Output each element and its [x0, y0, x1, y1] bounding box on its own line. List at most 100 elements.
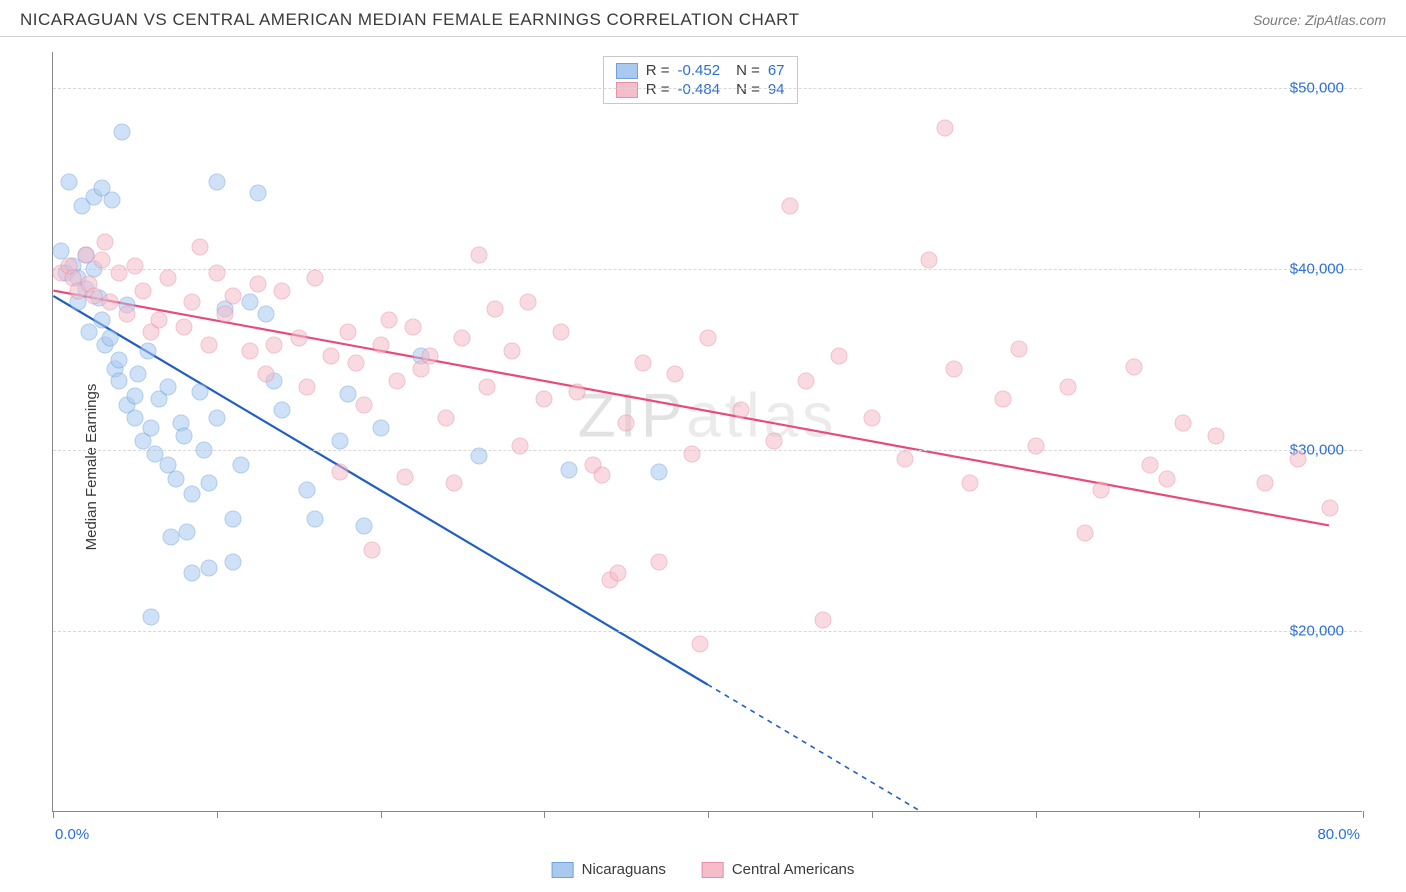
series-legend: Nicaraguans Central Americans [552, 861, 855, 878]
data-point-nicaraguans [233, 456, 250, 473]
swatch-central-americans [616, 82, 638, 98]
data-point-central-americans [298, 378, 315, 395]
data-point-nicaraguans [200, 559, 217, 576]
data-point-nicaraguans [162, 528, 179, 545]
data-point-central-americans [1093, 481, 1110, 498]
data-point-central-americans [667, 366, 684, 383]
data-point-central-americans [1322, 500, 1339, 517]
data-point-central-americans [962, 474, 979, 491]
legend-row-nicaraguans: R = -0.452 N = 67 [616, 61, 785, 80]
data-point-nicaraguans [208, 409, 225, 426]
data-point-central-americans [1125, 358, 1142, 375]
data-point-central-americans [454, 329, 471, 346]
trend-lines [53, 52, 1362, 811]
data-point-nicaraguans [61, 174, 78, 191]
data-point-central-americans [184, 293, 201, 310]
data-point-nicaraguans [143, 608, 160, 625]
x-tick [1036, 811, 1037, 818]
swatch-nicaraguans-bottom [552, 862, 574, 878]
data-point-central-americans [110, 264, 127, 281]
data-point-central-americans [446, 474, 463, 491]
data-point-central-americans [307, 270, 324, 287]
data-point-central-americans [126, 257, 143, 274]
data-point-central-americans [347, 355, 364, 372]
data-point-central-americans [257, 366, 274, 383]
data-point-central-americans [102, 293, 119, 310]
data-point-central-americans [438, 409, 455, 426]
data-point-central-americans [896, 451, 913, 468]
data-point-nicaraguans [298, 481, 315, 498]
data-point-nicaraguans [139, 342, 156, 359]
legend-row-central-americans: R = -0.484 N = 94 [616, 80, 785, 99]
data-point-central-americans [372, 337, 389, 354]
data-point-central-americans [94, 252, 111, 269]
data-point-central-americans [118, 306, 135, 323]
data-point-central-americans [364, 541, 381, 558]
data-point-central-americans [569, 384, 586, 401]
data-point-nicaraguans [249, 185, 266, 202]
data-point-central-americans [339, 324, 356, 341]
data-point-nicaraguans [208, 174, 225, 191]
data-point-central-americans [503, 342, 520, 359]
data-point-central-americans [405, 319, 422, 336]
data-point-central-americans [519, 293, 536, 310]
data-point-central-americans [1027, 438, 1044, 455]
data-point-central-americans [323, 348, 340, 365]
chart-title: NICARAGUAN VS CENTRAL AMERICAN MEDIAN FE… [20, 10, 800, 30]
data-point-central-americans [863, 409, 880, 426]
data-point-central-americans [781, 197, 798, 214]
data-point-central-americans [683, 445, 700, 462]
data-point-nicaraguans [179, 523, 196, 540]
x-tick [708, 811, 709, 818]
data-point-central-americans [691, 635, 708, 652]
x-tick [544, 811, 545, 818]
data-point-nicaraguans [167, 471, 184, 488]
data-point-central-americans [945, 360, 962, 377]
data-point-central-americans [77, 246, 94, 263]
data-point-central-americans [1158, 471, 1175, 488]
watermark: ZIPatlas [578, 381, 837, 452]
data-point-nicaraguans [102, 329, 119, 346]
data-point-central-americans [200, 337, 217, 354]
data-point-nicaraguans [372, 420, 389, 437]
data-point-central-americans [266, 337, 283, 354]
correlation-legend: R = -0.452 N = 67 R = -0.484 N = 94 [603, 56, 798, 104]
data-point-central-americans [814, 612, 831, 629]
data-point-nicaraguans [113, 123, 130, 140]
data-point-central-americans [700, 329, 717, 346]
data-point-central-americans [921, 252, 938, 269]
data-point-central-americans [290, 329, 307, 346]
data-point-central-americans [1289, 451, 1306, 468]
data-point-central-americans [937, 120, 954, 137]
data-point-nicaraguans [470, 447, 487, 464]
data-point-central-americans [1174, 414, 1191, 431]
data-point-central-americans [1256, 474, 1273, 491]
data-point-central-americans [470, 246, 487, 263]
data-point-central-americans [208, 264, 225, 281]
data-point-central-americans [593, 467, 610, 484]
data-point-central-americans [151, 311, 168, 328]
gridline [53, 631, 1362, 632]
data-point-central-americans [241, 342, 258, 359]
chart-container: Median Female Earnings ZIPatlas R = -0.4… [0, 42, 1406, 892]
x-tick [217, 811, 218, 818]
data-point-nicaraguans [225, 554, 242, 571]
x-tick [53, 811, 54, 818]
data-point-nicaraguans [257, 306, 274, 323]
x-axis-labels: 0.0% 80.0% [53, 826, 1362, 843]
x-tick [872, 811, 873, 818]
data-point-nicaraguans [339, 386, 356, 403]
data-point-nicaraguans [94, 311, 111, 328]
data-point-central-americans [765, 433, 782, 450]
data-point-central-americans [97, 234, 114, 251]
legend-item-central-americans: Central Americans [702, 861, 855, 878]
data-point-central-americans [487, 300, 504, 317]
data-point-central-americans [85, 288, 102, 305]
data-point-nicaraguans [184, 485, 201, 502]
data-point-nicaraguans [103, 192, 120, 209]
data-point-nicaraguans [184, 565, 201, 582]
x-min-label: 0.0% [55, 826, 89, 843]
swatch-central-americans-bottom [702, 862, 724, 878]
data-point-central-americans [994, 391, 1011, 408]
data-point-nicaraguans [195, 442, 212, 459]
